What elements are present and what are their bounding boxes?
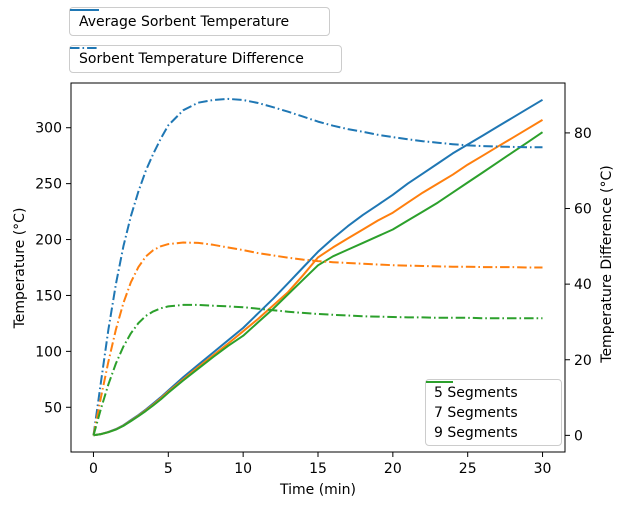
line-sorbent-temperature-difference-7-segments xyxy=(92,241,543,436)
tick-labels: 0 5 10 15 20 25 30 50 100 150 200 250 300 0 20 40 60 80 xyxy=(35,121,592,477)
axis-ticks xyxy=(66,127,570,457)
right-y-tick-label: 60 xyxy=(574,202,592,218)
x-axis-label: Time (min) xyxy=(279,482,357,498)
left-y-tick-label: 250 xyxy=(35,177,62,193)
legend-label-average-sorbent-temperature: Average Sorbent Temperature xyxy=(79,13,290,30)
legend-segments: 5 Segments 7 Segments 9 Segments xyxy=(425,379,562,446)
legend-item-7-segments: 7 Segments xyxy=(426,381,561,423)
legend-sorbent-temperature-difference: Sorbent Temperature Difference xyxy=(69,45,342,73)
legend-item-9-segments: 9 Segments xyxy=(426,381,561,443)
legend-average-sorbent-temperature: Average Sorbent Temperature xyxy=(69,7,330,36)
x-tick-label: 20 xyxy=(384,461,402,477)
left-y-tick-label: 150 xyxy=(35,288,62,304)
x-tick-label: 0 xyxy=(89,461,98,477)
green-line-sample-icon xyxy=(426,381,453,383)
legend-label-9-segments: 9 Segments xyxy=(434,425,518,441)
right-y-tick-label: 20 xyxy=(574,353,592,369)
line-sorbent-temperature-difference-5-segments xyxy=(92,97,543,436)
x-tick-label: 30 xyxy=(534,461,552,477)
line-sorbent-temperature-difference-9-segments xyxy=(92,303,543,436)
legend-label-5-segments: 5 Segments xyxy=(434,385,518,401)
left-y-tick-label: 50 xyxy=(44,400,62,416)
right-y-tick-label: 80 xyxy=(574,126,592,142)
x-tick-label: 5 xyxy=(164,461,173,477)
dashdot-line-sample-icon xyxy=(70,47,99,49)
legend-label-7-segments: 7 Segments xyxy=(434,405,518,421)
line-average-sorbent-temperature-9-segments xyxy=(93,131,544,437)
legend-item-5-segments: 5 Segments xyxy=(426,381,561,403)
right-y-axis-label: Temperature Difference (°C) xyxy=(599,165,615,363)
right-y-tick-label: 0 xyxy=(574,428,583,444)
solid-line-sample-icon xyxy=(70,9,99,11)
legend-label-sorbent-temperature-difference: Sorbent Temperature Difference xyxy=(79,51,304,67)
left-y-tick-label: 200 xyxy=(35,233,62,249)
x-tick-label: 10 xyxy=(234,461,252,477)
x-tick-label: 25 xyxy=(459,461,477,477)
right-y-tick-label: 40 xyxy=(574,277,592,293)
x-tick-label: 15 xyxy=(309,461,327,477)
left-y-tick-label: 100 xyxy=(35,344,62,360)
left-y-axis-label: Temperature (°C) xyxy=(12,207,28,329)
left-y-tick-label: 300 xyxy=(35,121,62,137)
